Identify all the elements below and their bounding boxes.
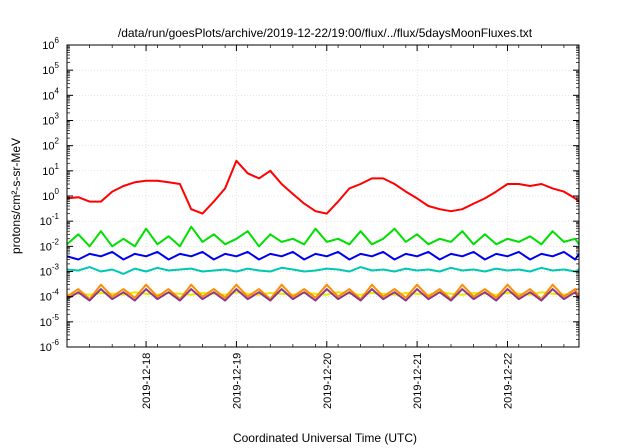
x-tick-label: 2019-12-19: [231, 353, 243, 409]
series-line-2: [66, 225, 580, 248]
x-tick-label: 2019-12-21: [412, 353, 424, 409]
grid-lines: [67, 44, 579, 348]
chart-title: /data/run/goesPlots/archive/2019-12-22/1…: [118, 26, 533, 40]
x-tick-label: 2019-12-18: [141, 353, 153, 409]
x-axis: 2019-12-18 2019-12-19 2019-12-20 2019-12-21…: [66, 45, 565, 409]
y-tick-label: 106: [42, 36, 59, 52]
y-tick-label: 10-5: [40, 313, 60, 329]
y-tick-label: 10-3: [40, 263, 60, 279]
y-tick-label: 100: [42, 187, 59, 203]
series-line-1: [66, 159, 580, 215]
x-axis-label: Coordinated Universal Time (UTC): [233, 431, 417, 445]
series-line-4: [66, 266, 580, 275]
y-tick-label: 101: [42, 162, 59, 178]
y-tick-label: 10-1: [40, 212, 60, 228]
y-tick-label: 10-2: [40, 237, 60, 253]
y-tick-label: 102: [42, 137, 59, 153]
series-line-7: [66, 288, 580, 302]
y-tick-label: 10-4: [40, 288, 60, 304]
y-axis: 10-6 10-5 10-4 10-3 10-2 10-1 100 101 102 103 104 1…: [40, 36, 579, 354]
y-tick-label: 10-6: [40, 338, 60, 354]
series-lines: [66, 159, 580, 302]
y-tick-label: 105: [42, 61, 59, 77]
y-axis-label: protons/cm²-s-sr-MeV: [9, 138, 23, 254]
x-tick-label: 2019-12-20: [322, 353, 334, 409]
series-line-3: [66, 250, 580, 261]
series-line-6: [66, 283, 580, 301]
y-tick-label: 103: [42, 112, 59, 128]
x-tick-label: 2019-12-22: [502, 353, 514, 409]
y-tick-label: 104: [42, 86, 59, 102]
